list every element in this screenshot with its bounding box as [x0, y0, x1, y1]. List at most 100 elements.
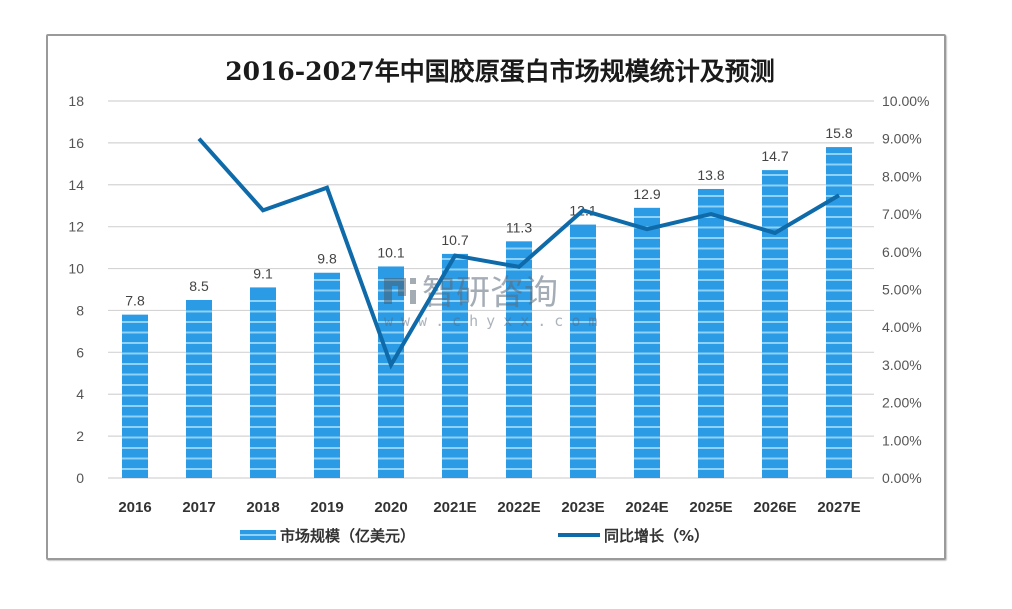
bar-stripe — [762, 174, 788, 176]
chart-frame: 2016-2027年中国胶原蛋白市场规模统计及预测 0 2 4 6 8 10 12 14 16 1… — [46, 34, 946, 560]
left-tick-label: 14 — [68, 177, 84, 193]
left-tick-label: 16 — [68, 135, 84, 151]
legend-label-growth: 同比增长（%） — [604, 527, 709, 545]
bar-stripe — [634, 279, 660, 281]
bar-stripe — [762, 342, 788, 344]
bar-stripe — [122, 468, 148, 470]
bar-stripe — [506, 258, 532, 260]
bar-stripe — [506, 447, 532, 449]
bar-stripe — [826, 237, 852, 239]
left-tick-label: 10 — [68, 261, 84, 277]
bar-stripe — [698, 457, 724, 460]
bar-stripe — [698, 447, 724, 449]
bar-stripe — [826, 342, 852, 344]
bar-stripe — [570, 384, 596, 386]
bar-stripe — [570, 310, 596, 313]
bar-stripe — [378, 457, 404, 460]
bar-stripe — [378, 415, 404, 418]
bar-stripe — [122, 352, 148, 355]
bar — [762, 170, 788, 478]
bar-stripe — [634, 363, 660, 365]
bar-stripe — [378, 468, 404, 470]
legend-swatch-bar-stripe — [240, 534, 276, 536]
bar-stripe — [378, 321, 404, 323]
bar-stripe — [570, 268, 596, 271]
bar-stripe — [698, 310, 724, 313]
bar-stripe — [250, 321, 276, 323]
bar-stripe — [378, 436, 404, 439]
left-tick-label: 8 — [76, 302, 84, 318]
chart-title: 2016-2027年中国胶原蛋白市场规模统计及预测 — [225, 57, 775, 86]
bar-stripe — [506, 426, 532, 428]
x-tick-label: 2016 — [118, 499, 151, 516]
bar-stripe — [698, 237, 724, 239]
bar-stripe — [762, 415, 788, 418]
bar-stripe — [506, 436, 532, 439]
bar-stripe — [698, 405, 724, 407]
bar — [186, 299, 212, 478]
bar-stripe — [634, 426, 660, 428]
left-tick-label: 4 — [76, 386, 84, 402]
x-tick-label: 2022E — [497, 499, 540, 516]
bar-data-label: 13.8 — [697, 167, 724, 183]
bar-stripe — [442, 289, 468, 292]
bar-stripe — [826, 321, 852, 323]
bar-stripe — [250, 447, 276, 449]
bar-stripe — [122, 331, 148, 334]
bar-data-label: 9.8 — [317, 251, 337, 267]
bar-stripe — [378, 394, 404, 397]
bar-series: 7.88.59.19.8 10.110.711.312.112.913.814.7… — [122, 125, 853, 479]
bar-stripe — [186, 405, 212, 407]
bar-stripe — [762, 237, 788, 239]
bar-stripe — [634, 342, 660, 344]
bar-stripe — [634, 331, 660, 334]
bar-data-label: 12.9 — [633, 186, 660, 202]
bar-stripe — [570, 447, 596, 449]
bar-stripe — [826, 310, 852, 313]
bar — [506, 241, 532, 478]
x-tick-label: 2023E — [561, 499, 604, 516]
bar-stripe — [826, 268, 852, 271]
x-tick-label: 2018 — [246, 499, 279, 516]
bar-stripe — [314, 279, 340, 281]
bar-stripe — [762, 457, 788, 460]
bar-stripe — [314, 289, 340, 292]
bar-stripe — [762, 394, 788, 397]
watermark-logo-icon — [384, 278, 416, 304]
bar-stripe — [826, 184, 852, 187]
bar-stripe — [826, 363, 852, 365]
bar-stripe — [762, 405, 788, 407]
bar-stripe — [250, 426, 276, 428]
bar-stripe — [314, 384, 340, 386]
bar-stripe — [634, 447, 660, 449]
bar-stripe — [698, 226, 724, 229]
bar-stripe — [698, 279, 724, 281]
bar-stripe — [186, 373, 212, 376]
bar-stripe — [762, 195, 788, 197]
bar-stripe — [762, 363, 788, 365]
bar-stripe — [314, 310, 340, 313]
bar-stripe — [442, 321, 468, 323]
bar-stripe — [634, 289, 660, 292]
bar-stripe — [122, 405, 148, 407]
bar-stripe — [506, 384, 532, 386]
bar-stripe — [186, 457, 212, 460]
left-tick-label: 0 — [76, 470, 84, 486]
bar-stripe — [570, 405, 596, 407]
bar-stripe — [250, 394, 276, 397]
bar-stripe — [698, 352, 724, 355]
right-tick-label: 7.00% — [882, 206, 922, 222]
bar-stripe — [570, 436, 596, 439]
bar-stripe — [442, 300, 468, 302]
bar-stripe — [506, 415, 532, 418]
x-tick-label: 2027E — [817, 499, 860, 516]
bar-stripe — [698, 195, 724, 197]
bar — [122, 314, 148, 478]
bar-stripe — [762, 373, 788, 376]
bar-stripe — [378, 384, 404, 386]
bar-stripe — [570, 468, 596, 470]
bar-stripe — [378, 373, 404, 376]
bar-stripe — [570, 321, 596, 323]
bar-stripe — [826, 436, 852, 439]
line-series — [197, 137, 841, 370]
